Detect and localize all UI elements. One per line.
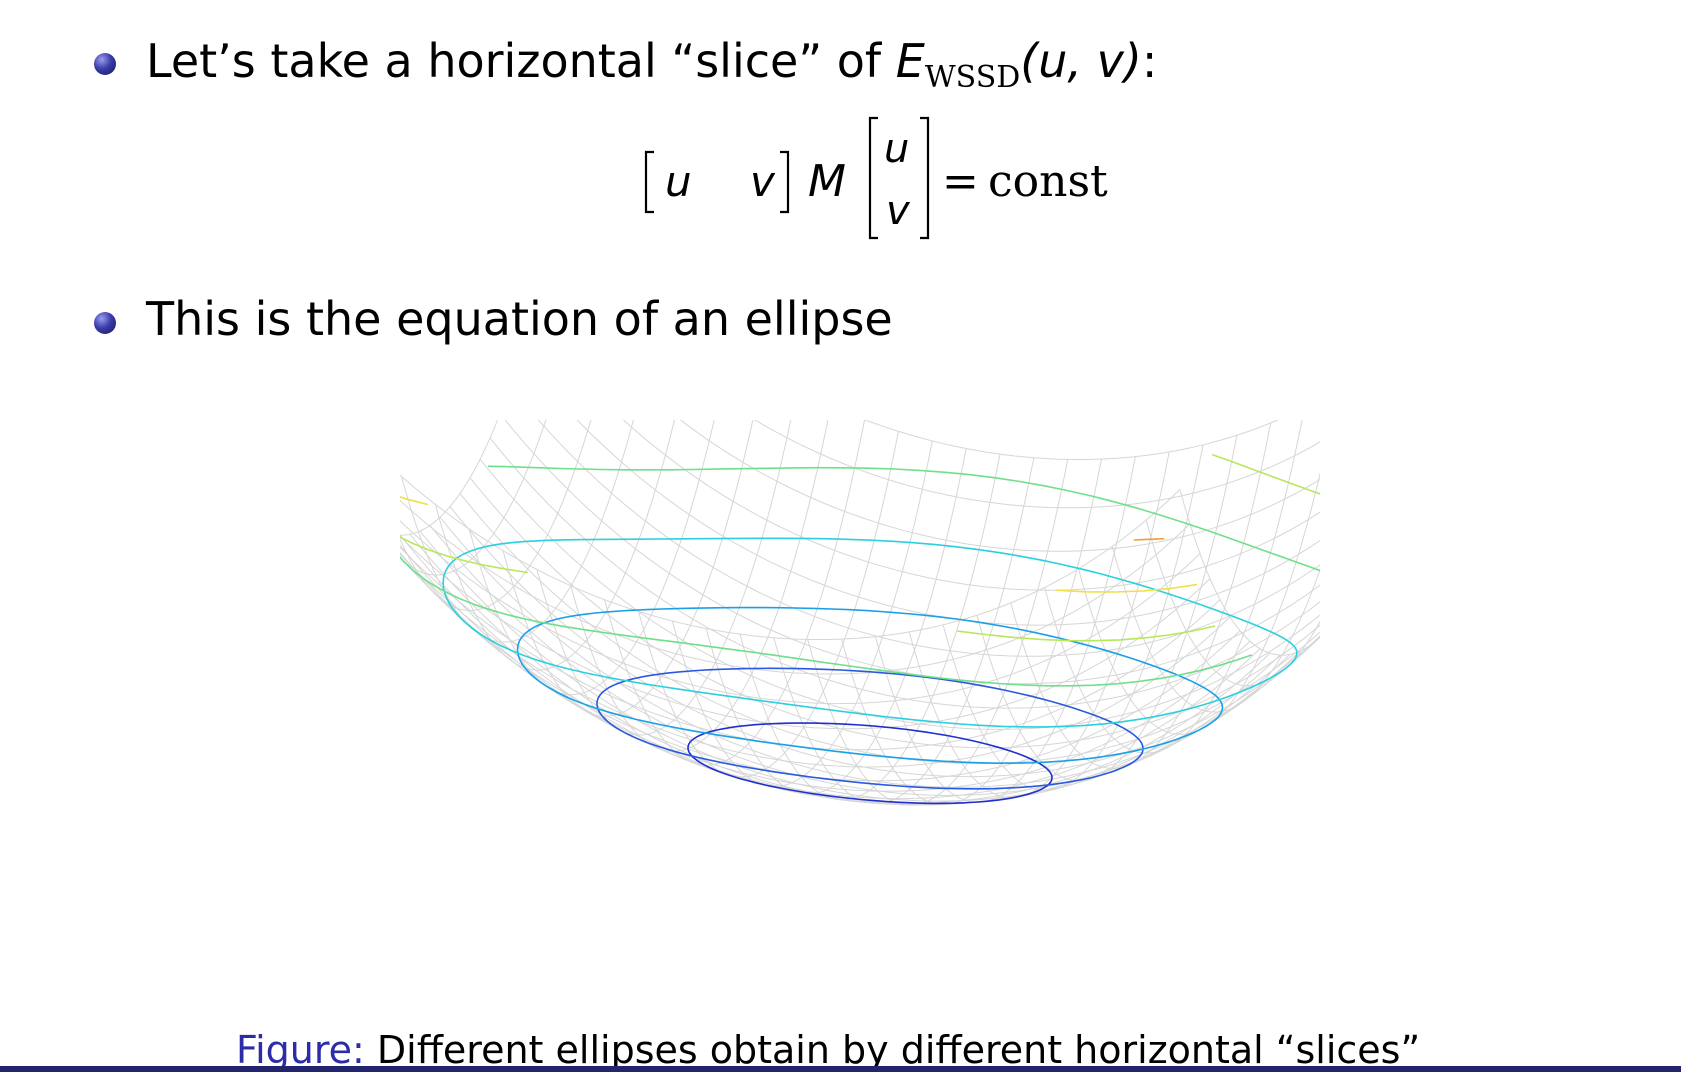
- caption-text: Different ellipses obtain by different h…: [364, 1028, 1421, 1072]
- bullet-2-text: This is the equation of an ellipse: [146, 292, 893, 346]
- surface-grid-line: [401, 420, 634, 643]
- contour-ellipse: [516, 606, 1224, 765]
- bullet-1-math-subscript: WSSD: [924, 60, 1021, 95]
- surface-grid-line: [459, 493, 1320, 764]
- row-vector-u: u: [665, 157, 692, 206]
- col-vector-left-bracket: [868, 116, 878, 240]
- contour-ellipse: [957, 625, 1216, 642]
- quadratic-form-equation: u v M u v = const: [644, 116, 1108, 240]
- surface-grid-line: [705, 448, 967, 795]
- bullet-dot-1: [94, 53, 116, 75]
- surface-grid-line: [773, 457, 1035, 804]
- surface-grid-line: [1010, 422, 1272, 769]
- contour-ellipse: [687, 722, 1053, 805]
- contour-ellipse: [400, 536, 528, 574]
- surface-grid-line: [429, 525, 1311, 796]
- col-vector-u: u: [884, 126, 909, 172]
- surface-grid-line: [908, 451, 1170, 798]
- contour-ellipse: [400, 556, 1253, 687]
- surface-grid-line: [400, 535, 1211, 730]
- surface-grid-line: [1044, 420, 1303, 754]
- surface-grid-line: [400, 520, 1201, 705]
- bullet-1-prefix: Let’s take a horizontal “slice” of: [146, 34, 896, 88]
- bullet-1-math-args: (u, v): [1020, 34, 1142, 88]
- contour-ellipse: [1211, 453, 1320, 495]
- row-vector-left-bracket: [644, 150, 654, 214]
- surface-grid-line: [537, 420, 1320, 657]
- surface-grid-line: [739, 454, 1001, 801]
- bullet-1-text: Let’s take a horizontal “slice” of EWSSD…: [146, 38, 1157, 93]
- contour-ellipse: [442, 537, 1298, 728]
- surface-grid-line: [841, 459, 1102, 806]
- col-vector-right-bracket: [920, 116, 930, 240]
- slide-bottom-rule: [0, 1066, 1681, 1072]
- surface-grid-line: [576, 420, 1320, 626]
- matrix-symbol: M: [808, 156, 846, 207]
- bullet-1-math-symbol: E: [895, 34, 925, 88]
- col-vector-v: v: [886, 188, 911, 234]
- contour-ellipse: [400, 496, 428, 506]
- contour-ellipse: [1133, 537, 1165, 541]
- surface-grid-line: [400, 474, 1181, 640]
- surface-grid-line: [1179, 489, 1320, 656]
- surface-grid-line: [1145, 520, 1320, 687]
- bullet-dot-2: [94, 312, 116, 334]
- caption-label: Figure:: [236, 1028, 365, 1072]
- row-vector-v: v: [750, 157, 776, 206]
- row-vector-right-bracket: [780, 150, 790, 214]
- bullet-1-suffix: :: [1141, 34, 1158, 88]
- surface-grid-line: [976, 435, 1238, 782]
- surface-grid-line: [400, 553, 1231, 768]
- equals-sign: =: [942, 156, 979, 207]
- surface-grid-line: [864, 420, 1280, 460]
- figure-caption: Figure: Different ellipses obtain by dif…: [236, 1031, 1420, 1069]
- surface-grid-line: [874, 456, 1136, 803]
- contour-ellipse: [1056, 583, 1197, 593]
- surface-grid-line: [400, 556, 1251, 792]
- surface-grid-line: [400, 544, 1271, 804]
- surface-grid-line: [489, 437, 1320, 709]
- surface-grid-line: [434, 420, 675, 671]
- surface-grid-line: [753, 420, 1320, 509]
- surface-grid-line: [400, 534, 1281, 806]
- equation-rhs: const: [988, 156, 1108, 207]
- contour-ellipse: [1312, 420, 1320, 443]
- surface-grid-line: [400, 420, 592, 612]
- bowl-surface-figure: [400, 420, 1320, 806]
- contour-ellipse: [596, 667, 1144, 790]
- surface-grid-line: [1111, 546, 1320, 713]
- contour-ellipse: [487, 465, 1320, 572]
